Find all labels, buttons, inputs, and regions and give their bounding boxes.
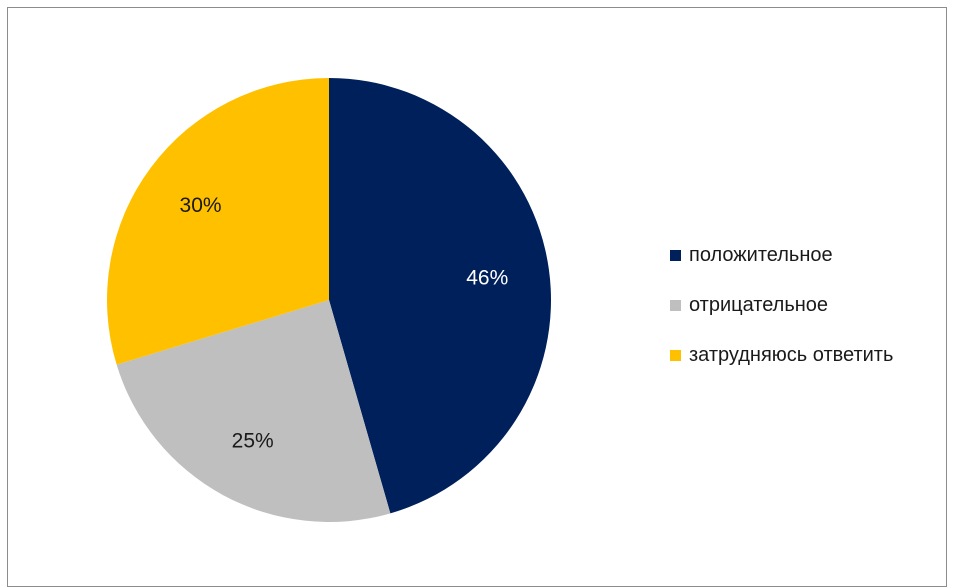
legend-label-undecided: затрудняюсь ответить xyxy=(689,344,893,367)
legend-label-negative: отрицательное xyxy=(689,294,828,317)
legend-label-positive: положительное xyxy=(689,244,833,267)
data-label-positive: 46% xyxy=(466,267,508,290)
chart-area: 46% 25% 30% положительное отрицательное за… xyxy=(7,7,947,587)
legend: положительное отрицательное затрудняюсь … xyxy=(670,241,893,391)
legend-item-undecided: затрудняюсь ответить xyxy=(670,341,893,369)
data-label-negative: 25% xyxy=(232,429,274,452)
legend-item-positive: положительное xyxy=(670,241,893,269)
legend-swatch-undecided xyxy=(670,350,681,361)
legend-swatch-negative xyxy=(670,300,681,311)
data-label-undecided: 30% xyxy=(180,194,222,217)
legend-swatch-positive xyxy=(670,250,681,261)
legend-item-negative: отрицательное xyxy=(670,291,893,319)
